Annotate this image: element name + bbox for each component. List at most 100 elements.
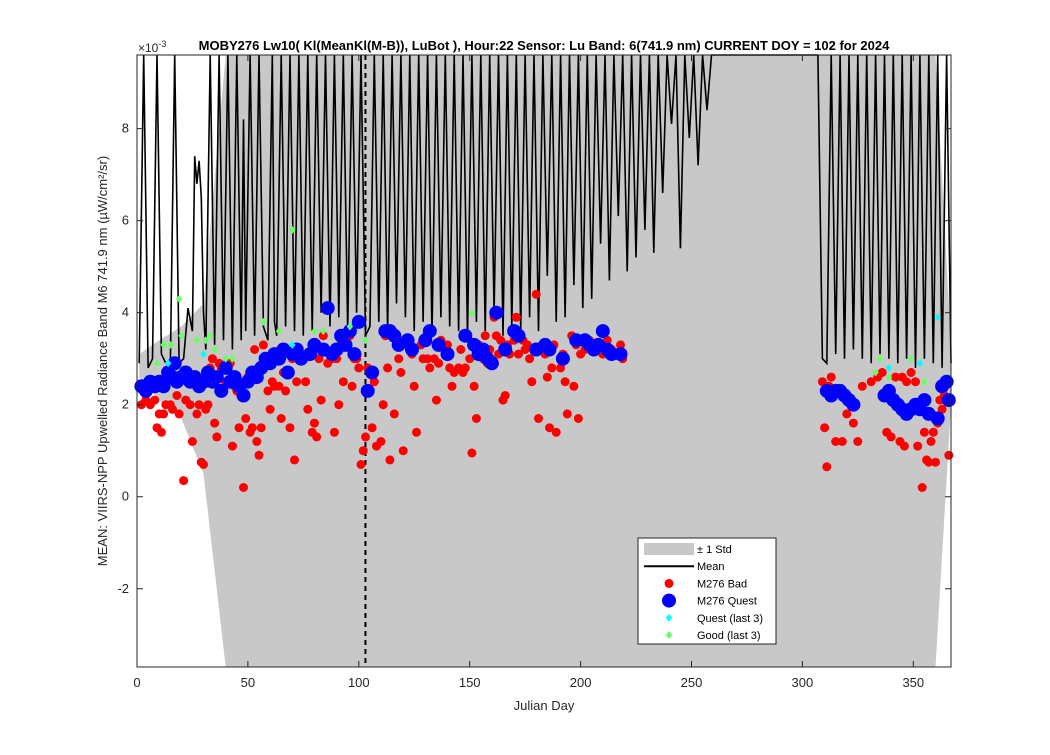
bad-point [367,423,377,433]
bad-point [318,331,328,341]
bad-point [376,437,386,446]
std-band [139,55,951,667]
bad-point [358,446,368,456]
bad-point [394,354,404,364]
bad-point [412,427,421,437]
legend-label: M276 Bad [697,578,747,590]
good-last3-point [872,368,879,377]
bad-point [276,414,286,423]
y-tick-label: 2 [122,397,129,412]
quest-point [431,337,446,352]
bad-point [398,446,408,456]
bad-point [465,354,475,364]
bad-point [192,409,202,419]
bad-point [281,386,291,396]
std-band-layer [139,55,951,667]
quest-last3-point [934,313,941,322]
good-last3-point [311,327,318,336]
good-last3-point [260,317,267,326]
bad-point [434,358,444,368]
bad-point [361,432,370,442]
bad-point [820,423,830,433]
quest-point [342,324,357,339]
bad-point [886,432,896,442]
good-last3-point [222,354,229,363]
good-last3-point [153,359,161,368]
bad-point [265,404,275,414]
bad-point [602,335,612,345]
bad-point [174,409,184,419]
quest-point [405,342,419,357]
bad-point [290,455,299,465]
bad-point [389,409,399,419]
bad-point [469,381,479,391]
bad-point [156,427,166,437]
good-last3-point [167,340,174,349]
bad-point [241,414,251,423]
bad-point [902,377,912,387]
bad-point [926,437,936,446]
bad-point [913,441,923,451]
bad-point [347,381,357,391]
good-last3-point [160,340,167,349]
y-exponent-power: -3 [158,39,166,49]
bad-point [842,409,852,419]
bad-point [817,377,827,387]
good-last3-point [885,373,893,382]
bad-point [456,345,466,354]
bad-point [500,391,510,400]
bad-point [338,377,348,387]
quest-point [209,370,224,385]
bad-point [356,460,366,469]
legend-label: Quest (last 3) [697,613,763,625]
bad-point [877,368,887,377]
quest-point [511,328,526,343]
good-last3-point [289,225,296,234]
good-last3-point [175,294,183,303]
quest-last3-point [164,359,172,368]
y-ticks: -2 0 2 4 6 8 [117,121,951,596]
bad-point [545,423,554,433]
quest-last3-point [916,359,924,368]
quest-point [917,393,932,408]
bad-point [848,418,858,428]
y-tick-label: -2 [117,581,129,596]
quest-point [365,365,380,380]
y-tick-label: 8 [122,121,129,136]
bad-point [199,460,208,469]
quest-point [498,342,513,357]
bad-point [560,377,570,387]
quest-point [542,342,557,357]
bad-point [383,363,393,373]
bad-point [822,462,832,472]
bad-point [431,395,441,405]
good-last3-point [211,345,218,354]
legend-symbol-bad [664,578,674,588]
bad-point [263,386,273,396]
bad-point [378,400,388,410]
bad-point [409,381,419,391]
bad-point [547,363,557,373]
good-last3-point [921,377,928,386]
x-ticks: 0 50 100 150 200 250 300 350 [133,55,924,690]
bad-point [316,395,326,405]
x-tick-label: 0 [133,675,140,690]
bad-point [928,427,938,437]
good-last3-point [876,354,884,363]
bad-point [309,418,319,428]
quest-point [458,328,473,343]
quest-point [280,365,295,380]
bad-point [460,363,470,373]
legend-symbol-quest [662,593,676,608]
good-last3-point [178,331,185,340]
bad-point [329,427,339,437]
bad-point [250,345,260,354]
good-last3-point [275,327,283,336]
bad-point [423,354,433,364]
bad-point [303,404,313,414]
bad-point [285,423,295,433]
y-tick-label: 4 [122,305,129,320]
quest-point [360,383,375,398]
